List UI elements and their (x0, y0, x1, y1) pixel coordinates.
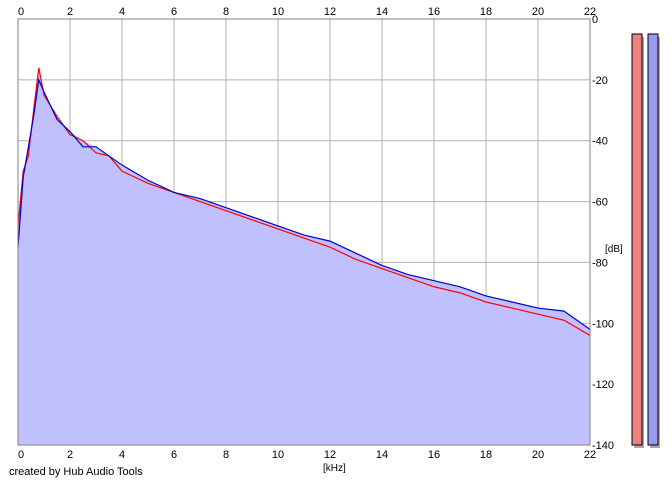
y-tick-label: -80 (592, 257, 608, 269)
x-tick-label-bottom: 8 (223, 449, 229, 461)
x-tick-label-bottom: 14 (376, 449, 388, 461)
level-meters (631, 33, 660, 448)
x-tick-label-top: 22 (584, 6, 596, 18)
x-tick-label-bottom: 0 (18, 449, 24, 461)
y-tick-label: -20 (592, 75, 608, 87)
credit-text: created by Hub Audio Tools (9, 466, 143, 478)
y-tick-label: -60 (592, 197, 608, 209)
series-layer (17, 67, 591, 445)
level-meter-right (647, 33, 659, 446)
x-tick-label-top: 12 (324, 6, 336, 18)
x-tick-label-top: 0 (18, 6, 24, 18)
y-tick-label: -140 (592, 440, 614, 452)
plot-frame (17, 18, 591, 446)
x-tick-labels-top: 0 2 4 6 8 10 12 14 16 18 20 22 (18, 6, 596, 18)
x-tick-label-bottom: 20 (532, 449, 544, 461)
y-tick-label: 0 (592, 14, 598, 26)
x-axis-label: [kHz] (323, 463, 346, 474)
y-tick-label: -40 (592, 136, 608, 148)
x-tick-label-bottom: 22 (584, 449, 596, 461)
x-tick-label-top: 16 (428, 6, 440, 18)
x-tick-label-bottom: 4 (119, 449, 125, 461)
x-tick-label-bottom: 10 (272, 449, 284, 461)
x-tick-label-bottom: 2 (67, 449, 73, 461)
x-tick-label-top: 6 (171, 6, 177, 18)
y-tick-labels: 0 -20 -40 -60 -80 -100 -120 -140 (592, 14, 614, 452)
y-tick-label: -100 (592, 318, 614, 330)
x-tick-label-bottom: 12 (324, 449, 336, 461)
y-axis-label: [dB] (605, 244, 623, 255)
x-tick-label-top: 20 (532, 6, 544, 18)
x-tick-label-bottom: 6 (171, 449, 177, 461)
x-tick-label-top: 8 (223, 6, 229, 18)
x-tick-label-top: 18 (480, 6, 492, 18)
x-tick-label-bottom: 16 (428, 449, 440, 461)
spectrum-fill (18, 67, 590, 445)
y-tick-label: -120 (592, 379, 614, 391)
spectrum-trace-blue (17, 77, 591, 330)
x-tick-label-top: 4 (119, 6, 125, 18)
x-tick-label-top: 2 (67, 6, 73, 18)
x-tick-label-top: 10 (272, 6, 284, 18)
x-tick-label-top: 14 (376, 6, 388, 18)
level-meter-left (631, 33, 643, 446)
x-tick-labels-bottom: 0 2 4 6 8 10 12 14 16 18 20 22 (18, 449, 596, 461)
x-tick-label-bottom: 18 (480, 449, 492, 461)
